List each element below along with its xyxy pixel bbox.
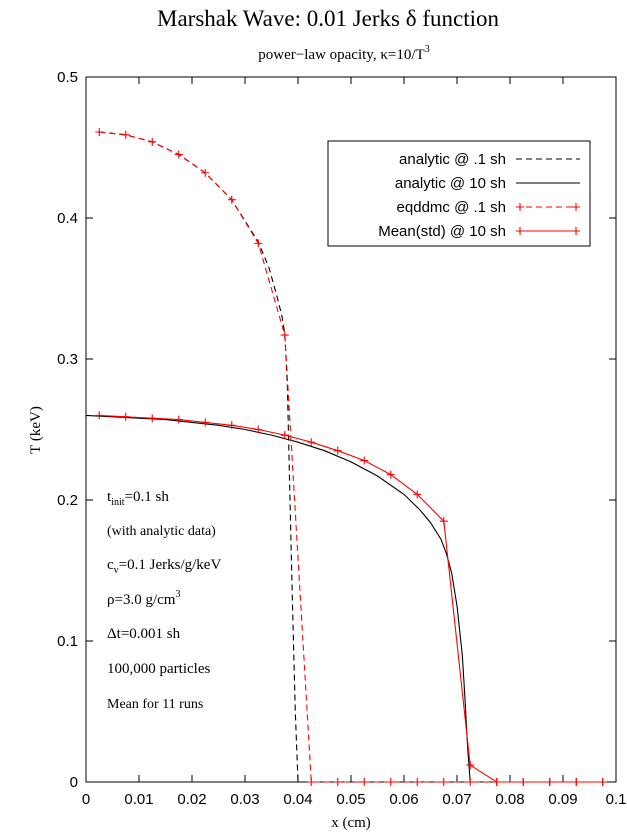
y-tick-label: 0 — [70, 774, 78, 791]
x-tick-label: 0.09 — [548, 791, 577, 808]
legend-label-1: analytic @ .1 sh — [399, 151, 506, 168]
series-4-point — [572, 778, 581, 786]
annotation-tinit: tinit=0.1 sh — [107, 489, 169, 508]
series-3-point — [307, 778, 316, 786]
x-tick-label: 0.08 — [495, 791, 524, 808]
series-4-point — [333, 446, 342, 455]
series-3-point — [386, 778, 395, 786]
legend-marker-3 — [516, 203, 524, 211]
legend: analytic @ .1 sh analytic @ 10 sh eqddmc @… — [327, 140, 591, 247]
chart-subtitle: power−law opacity, κ=10/T3 — [258, 44, 429, 63]
series-3-point — [333, 778, 342, 786]
series-4-point — [95, 411, 104, 420]
annotation-cv: cv=0.1 Jerks/g/keV — [107, 557, 221, 576]
series-4-point — [201, 418, 210, 427]
series-3-point — [280, 331, 289, 340]
series-4-point — [280, 431, 289, 440]
x-tick-label: 0.06 — [389, 791, 418, 808]
series-line-2 — [85, 414, 616, 783]
x-tick-label: 0.1 — [606, 791, 627, 808]
series-3-point — [439, 778, 448, 786]
x-tick-label: 0.05 — [336, 791, 365, 808]
annotation-runs: Mean for 11 runs — [107, 697, 203, 712]
series-4-point — [360, 456, 369, 465]
x-axis: 0 0.01 0.02 0.03 0.04 0.05 0.06 0.07 0.08 0.09 0.1 — [82, 77, 627, 808]
series-4-point — [254, 425, 263, 434]
series-4-point — [545, 778, 554, 786]
series-line-4 — [99, 414, 603, 783]
x-tick-label: 0.01 — [124, 791, 153, 808]
y-tick-label: 0.2 — [57, 492, 78, 509]
x-tick-label: 0.03 — [230, 791, 259, 808]
series-layer — [85, 127, 616, 786]
y-axis: 0 0.1 0.2 0.3 0.4 0.5 — [57, 69, 616, 791]
series-3-point — [254, 239, 263, 248]
y-tick-label: 0.4 — [57, 210, 78, 227]
y-tick-label: 0.5 — [57, 69, 78, 86]
series-3-point — [466, 778, 475, 786]
legend-label-3: eqddmc @ .1 sh — [397, 199, 506, 216]
series-4-point — [439, 517, 448, 526]
series-4-point — [227, 421, 236, 430]
series-3-point — [174, 150, 183, 159]
legend-marker-4 — [572, 227, 580, 235]
series-3-point — [413, 778, 422, 786]
series-4-point — [386, 470, 395, 479]
series-3-point — [121, 130, 130, 139]
series-4-point — [519, 778, 528, 786]
legend-label-2: analytic @ 10 sh — [395, 175, 506, 192]
x-tick-label: 0.07 — [442, 791, 471, 808]
legend-marker-4 — [516, 227, 524, 235]
x-tick-label: 0.02 — [177, 791, 206, 808]
series-4-point — [121, 412, 130, 421]
annotation-note: (with analytic data) — [107, 524, 216, 539]
legend-label-4: Mean(std) @ 10 sh — [378, 223, 506, 240]
series-3-point — [227, 195, 236, 204]
series-4-point — [307, 438, 316, 447]
series-4-point — [598, 778, 607, 786]
annotation-rho: ρ=3.0 g/cm3 — [107, 589, 180, 608]
series-3-point — [360, 778, 369, 786]
annotation-particles: 100,000 particles — [107, 661, 210, 677]
series-3-point — [95, 127, 104, 136]
series-4-point — [466, 761, 475, 770]
series-4-point — [492, 778, 501, 786]
legend-marker-3 — [572, 203, 580, 211]
series-4-point — [174, 415, 183, 424]
series-3-point — [201, 168, 210, 177]
series-3-point — [148, 137, 157, 146]
x-tick-label: 0.04 — [283, 791, 312, 808]
x-tick-label: 0 — [82, 791, 90, 808]
annotations: tinit=0.1 sh (with analytic data) cv=0.1 J… — [107, 489, 221, 712]
series-4-point — [413, 490, 422, 499]
legend-box — [327, 140, 591, 247]
series-4-point — [148, 414, 157, 423]
chart-title: Marshak Wave: 0.01 Jerks δ function — [157, 6, 499, 31]
annotation-dt: Δt=0.001 sh — [107, 626, 181, 642]
y-tick-label: 0.1 — [57, 633, 78, 650]
x-axis-label: x (cm) — [331, 815, 371, 831]
y-axis-label: T (keV) — [28, 406, 44, 454]
y-tick-label: 0.3 — [57, 351, 78, 368]
